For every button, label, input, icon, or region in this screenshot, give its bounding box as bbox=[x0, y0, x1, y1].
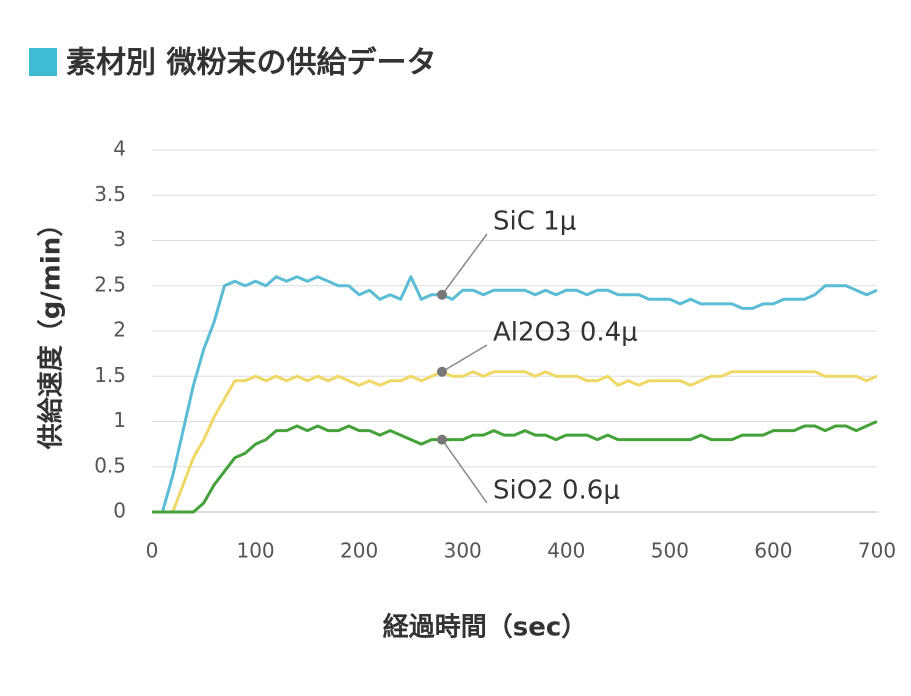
x-tick-label: 0 bbox=[146, 539, 159, 563]
data-line bbox=[152, 370, 878, 514]
series-label: SiC 1μ bbox=[493, 207, 576, 237]
y-tick-label: 2 bbox=[113, 318, 126, 342]
data-line bbox=[152, 420, 878, 514]
y-tick-label: 2.5 bbox=[94, 272, 126, 296]
annotation-dot bbox=[437, 366, 447, 377]
y-tick-label: 0 bbox=[113, 499, 126, 523]
series-label: SiO2 0.6μ bbox=[493, 476, 620, 506]
y-tick-label: 4 bbox=[113, 137, 126, 161]
annotation-leader bbox=[441, 344, 488, 373]
series-label: Al2O3 0.4μ bbox=[493, 318, 638, 348]
x-tick-label: 700 bbox=[858, 539, 896, 563]
y-tick-label: 3 bbox=[113, 227, 126, 251]
data-line bbox=[152, 275, 878, 514]
y-tick-label: 1 bbox=[113, 408, 126, 432]
y-tick-label: 0.5 bbox=[94, 453, 126, 477]
x-tick-label: 500 bbox=[651, 539, 689, 563]
x-tick-label: 300 bbox=[444, 539, 482, 563]
x-tick-label: 400 bbox=[547, 539, 585, 563]
title-marker bbox=[29, 48, 57, 76]
x-tick-label: 600 bbox=[754, 539, 792, 563]
annotation-dot bbox=[437, 434, 447, 445]
x-tick-label: 100 bbox=[236, 539, 274, 563]
chart-title: 素材別 微粉末の供給データ bbox=[66, 46, 436, 81]
y-tick-label: 1.5 bbox=[94, 363, 126, 387]
x-axis-label: 経過時間（sec） bbox=[383, 612, 588, 643]
annotation-leader bbox=[441, 439, 488, 504]
y-axis-label: 供給速度（g/min） bbox=[36, 211, 67, 451]
y-tick-label: 3.5 bbox=[94, 182, 126, 206]
x-tick-label: 200 bbox=[340, 539, 378, 563]
annotation-dot bbox=[437, 289, 447, 300]
annotation-leader bbox=[441, 233, 488, 296]
